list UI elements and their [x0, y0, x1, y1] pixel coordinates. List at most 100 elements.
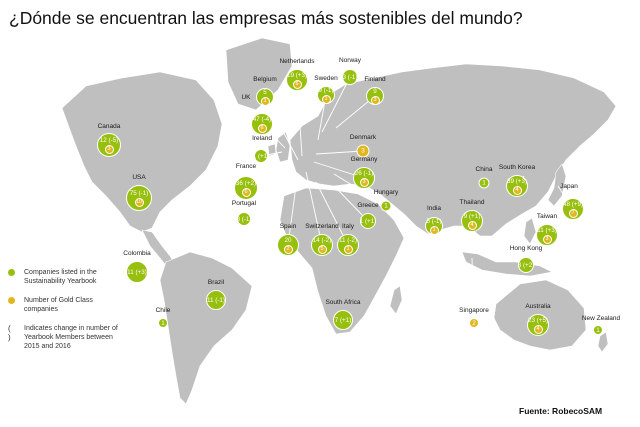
country-label-canada: Canada: [97, 123, 121, 130]
gold-count: 3: [361, 147, 365, 155]
country-bubble-denmark: 3: [356, 144, 370, 158]
country-bubble-spain: 20 2: [277, 234, 299, 256]
country-bubble-chile: 1: [158, 318, 168, 328]
country-bubble-portugal: 3 (-1): [236, 212, 252, 226]
leader-line-netherlands: [296, 79, 303, 157]
company-count: 12 (-5): [99, 136, 119, 144]
company-count: 9: [373, 87, 377, 95]
country-bubble-uk: 47 (-4) 6: [251, 113, 273, 135]
country-bubble-thailand: 9 (+1) 4: [461, 210, 483, 232]
company-count: 11 (-2): [338, 236, 358, 244]
legend-item-change: ( ) Indicates change in number of Yearbo…: [8, 324, 118, 351]
country-label-belgium: Belgium: [253, 76, 277, 83]
legend-companies-label: Companies listed in the Sustainability Y…: [24, 269, 97, 285]
company-count: 3 (+2): [517, 261, 535, 269]
leader-line-norway: [321, 76, 351, 133]
gold-count-badge: 6: [241, 187, 251, 197]
country-label-switzerland: Switzerland: [305, 223, 339, 230]
legend-item-gold: Number of Gold Class companies: [8, 296, 118, 314]
country-label-finland: Finland: [364, 76, 386, 83]
gold-count-badge: 6: [292, 79, 302, 89]
country-label-china: China: [475, 166, 493, 173]
country-bubble-sweden: 9 (-1) 1: [317, 86, 335, 104]
country-label-italy: Italy: [342, 223, 354, 230]
landmass-philippines: [523, 217, 537, 245]
country-label-norway: Norway: [338, 57, 362, 64]
company-count: 47 (-4): [252, 115, 272, 123]
country-label-usa: USA: [132, 174, 146, 181]
country-bubble-hong-kong: 3 (+2): [518, 257, 534, 273]
country-bubble-norway: 3 (-1): [342, 69, 358, 85]
country-bubble-germany: 26 (-1) 3: [353, 167, 375, 189]
company-count: 1: [596, 326, 600, 334]
country-bubble-south-korea: 39 (+3) 4: [506, 175, 528, 197]
landmass-south-america: [159, 251, 253, 405]
country-label-south-korea: South Korea: [498, 164, 536, 171]
landmass-north-america: [61, 71, 223, 233]
company-count: 48 (+9): [562, 200, 584, 208]
company-count: 1 (+1): [359, 217, 377, 225]
gold-count-badge: 3: [542, 234, 552, 244]
leader-line-denmark: [315, 150, 364, 155]
leader-line-switzerland: [305, 171, 323, 246]
country-label-japan: Japan: [560, 183, 578, 190]
company-count: 23 (+5): [527, 316, 549, 324]
country-label-uk: UK: [241, 94, 251, 101]
country-bubble-switzerland: 14 (-2) 5: [311, 234, 333, 256]
parentheses-symbol: ( ): [8, 324, 11, 342]
gold-count-badge: 7: [568, 208, 578, 218]
country-label-spain: Spain: [279, 223, 297, 230]
landmass-eurasia: [289, 63, 617, 237]
company-count: 3 (-1): [236, 215, 252, 223]
country-label-greece: Greece: [357, 202, 379, 209]
country-label-ireland: Ireland: [252, 135, 272, 142]
landmass-japan: [547, 163, 567, 207]
country-label-india: India: [426, 205, 442, 212]
country-label-chile: Chile: [155, 307, 171, 314]
country-bubble-japan: 48 (+9) 7: [562, 198, 584, 220]
gold-count-badge: 5: [317, 244, 327, 254]
company-count: 7 (+1): [334, 316, 352, 324]
company-count: 39 (+3): [506, 177, 528, 185]
legend-gold-label: Number of Gold Class companies: [24, 297, 93, 313]
landmass-uk: [275, 131, 291, 163]
gold-count-badge: 1: [260, 96, 270, 106]
country-bubble-singapore: 2: [469, 318, 479, 328]
country-label-australia: Australia: [525, 303, 551, 310]
country-bubble-australia: 23 (+5) 4: [527, 314, 549, 336]
country-bubble-ireland: 1 (+1): [253, 149, 269, 163]
gold-count-badge: 1: [321, 94, 331, 104]
company-count: 1: [482, 179, 486, 187]
country-label-taiwan: Taiwan: [536, 213, 558, 220]
company-count: 11 (+3): [127, 268, 147, 276]
legend: Companies listed in the Sustainability Y…: [8, 268, 118, 361]
company-count: 9 (-1): [318, 86, 334, 94]
landmasses: [61, 37, 617, 405]
country-label-hong-kong: Hong Kong: [509, 245, 543, 252]
company-count: 1: [384, 202, 388, 210]
gold-count-badge: 3: [359, 177, 369, 187]
landmass-new-zealand: [597, 331, 609, 353]
country-label-netherlands: Netherlands: [279, 58, 315, 65]
country-bubble-india: 5 (-1) 1: [425, 217, 443, 235]
legend-item-companies: Companies listed in the Sustainability Y…: [8, 268, 118, 286]
gold-count: 2: [472, 319, 476, 327]
country-label-portugal: Portugal: [231, 200, 257, 207]
leader-line-portugal: [243, 189, 287, 220]
landmass-ireland: [267, 143, 277, 157]
legend-change-label: Indicates change in number of Yearbook M…: [24, 325, 118, 350]
gold-count-badge: 6: [257, 123, 267, 133]
country-bubble-greece: 1 (+1): [360, 213, 376, 229]
company-count: 11 (+3): [537, 226, 557, 234]
country-bubble-italy: 11 (-2) 1: [337, 234, 359, 256]
country-label-new-zealand: New Zealand: [581, 315, 621, 322]
country-label-germany: Germany: [350, 156, 378, 163]
leader-line-singapore: [471, 257, 475, 324]
country-bubble-new-zealand: 1: [593, 325, 603, 335]
company-count: 14 (-2): [312, 236, 332, 244]
country-label-singapore: Singapore: [459, 307, 489, 314]
landmass-greenland: [225, 37, 293, 111]
